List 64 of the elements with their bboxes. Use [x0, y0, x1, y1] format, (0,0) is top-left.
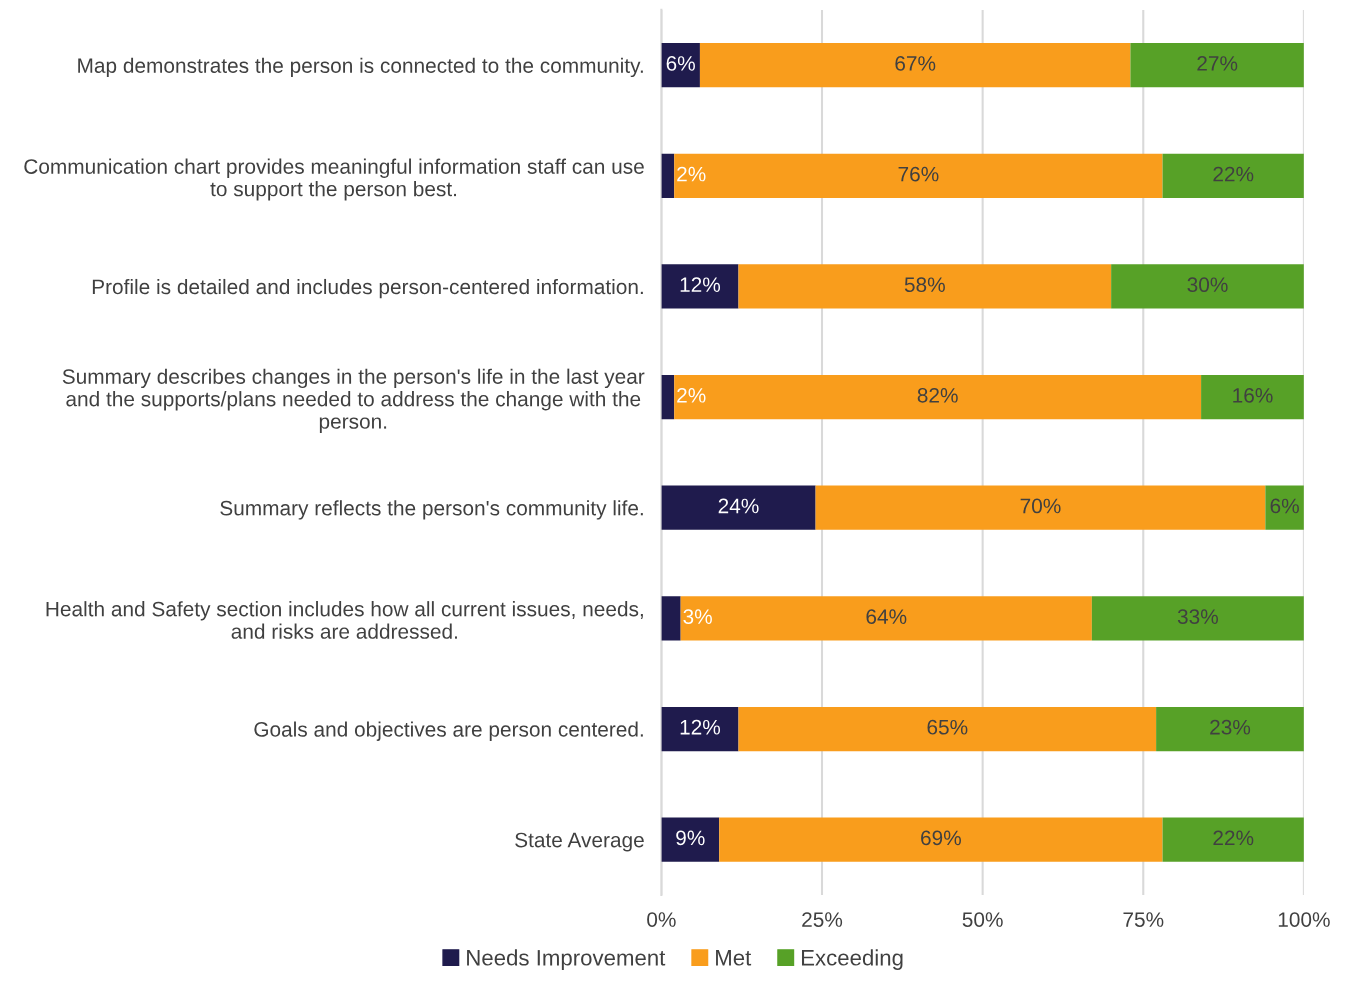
bar: [661, 706, 739, 752]
bar: [674, 153, 1163, 198]
legend-label: Needs Improvement: [467, 949, 666, 970]
x-tick-label: 0%: [647, 912, 676, 927]
bar: [661, 43, 700, 88]
legend-label: Met: [716, 950, 752, 966]
data-label: 76%: [898, 166, 939, 182]
bar: [719, 817, 1163, 862]
bar: [1130, 43, 1304, 88]
bar: [661, 153, 675, 198]
x-tick-label: 75%: [1123, 912, 1164, 927]
bar: [699, 43, 1131, 88]
bar: [1201, 374, 1304, 420]
data-label: 24%: [718, 498, 759, 514]
bar: [1162, 817, 1304, 862]
data-label: 12%: [680, 277, 721, 292]
bar: [738, 264, 1112, 309]
y-tick-label: Summary describes changes in the person's life in the last year and the supports/plans needed to address the change with the person.: [62, 368, 645, 433]
data-label: 12%: [680, 719, 721, 735]
data-label: 22%: [1213, 166, 1254, 182]
data-label: 22%: [1213, 830, 1254, 846]
bar: [661, 817, 720, 862]
y-tick-label: Map demonstrates the person is connected to the community.: [78, 57, 643, 78]
x-tick-label: 50%: [962, 912, 1003, 927]
bar: [661, 264, 739, 309]
data-label: 6%: [1270, 498, 1299, 514]
data-label: 3%: [683, 609, 712, 624]
bar: [738, 706, 1157, 752]
data-label: 82%: [917, 387, 958, 403]
data-label: 64%: [866, 609, 907, 624]
data-label: 33%: [1177, 609, 1218, 624]
bar: [661, 596, 681, 641]
data-label: 65%: [927, 719, 968, 735]
data-label: 67%: [895, 56, 936, 71]
data-label: 2%: [677, 166, 706, 182]
data-label: 27%: [1197, 56, 1238, 71]
bar: [661, 485, 816, 530]
y-tick-label: Profile is detailed and includes person-centered information.: [92, 278, 643, 299]
bar: [815, 485, 1266, 530]
data-label: 30%: [1187, 277, 1228, 293]
bar: [1156, 706, 1304, 752]
data-label: 58%: [904, 277, 945, 293]
y-tick-label: Summary reflects the person's community life.: [220, 500, 643, 520]
x-tick-label: 100%: [1278, 912, 1330, 927]
data-label: 2%: [677, 387, 706, 403]
data-label: 16%: [1233, 387, 1273, 403]
bar: [1162, 153, 1304, 198]
y-tick-label: Goals and objectives are person centered.: [254, 721, 643, 741]
bar: [1265, 485, 1304, 530]
data-label: 70%: [1020, 498, 1061, 514]
x-tick-label: 25%: [802, 912, 843, 927]
y-tick-label: Communication chart provides meaningful information staff can use to support the person best.: [24, 158, 644, 201]
data-label: 6%: [666, 56, 695, 71]
data-label: 23%: [1210, 719, 1251, 735]
y-tick-label: Health and Safety section includes how all current issues, needs, and risks are addressed.: [46, 601, 643, 639]
data-label: 69%: [921, 830, 961, 846]
bar: [1091, 596, 1304, 641]
data-label: 9%: [676, 830, 705, 846]
y-tick-label: State Average: [515, 832, 644, 852]
legend-label: Exceeding: [801, 949, 903, 970]
bar: [1111, 264, 1304, 309]
bar: [674, 374, 1202, 420]
bar: [661, 374, 675, 420]
bar: [680, 596, 1092, 641]
